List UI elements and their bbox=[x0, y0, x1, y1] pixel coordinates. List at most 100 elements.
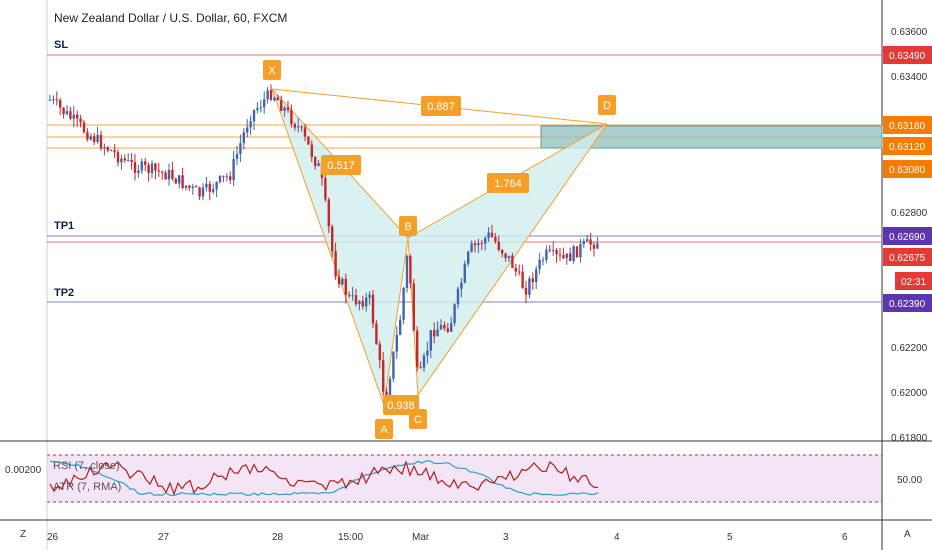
candle-body bbox=[317, 163, 320, 167]
rsi-label: RSI (7, close) bbox=[53, 460, 120, 472]
point-d-text: D bbox=[603, 100, 611, 112]
candle-body bbox=[385, 391, 388, 397]
candle-body bbox=[218, 175, 222, 182]
candle-body bbox=[524, 288, 528, 295]
candle-body bbox=[62, 107, 65, 115]
candle-body bbox=[184, 185, 188, 189]
candle-body bbox=[215, 181, 218, 190]
candle-body bbox=[314, 156, 317, 167]
candle-body bbox=[494, 236, 497, 242]
candle-body bbox=[195, 186, 198, 188]
candle-body bbox=[456, 288, 460, 305]
point-a[interactable]: A bbox=[375, 419, 393, 439]
target-zone[interactable] bbox=[540, 125, 883, 149]
candle-body bbox=[419, 367, 422, 369]
indicator-series bbox=[49, 460, 599, 497]
candle-body bbox=[55, 99, 58, 101]
candle-body bbox=[518, 271, 521, 273]
candle-body bbox=[348, 294, 351, 296]
point-a-text: A bbox=[380, 424, 388, 436]
candle-body bbox=[484, 238, 487, 244]
candle-body bbox=[412, 283, 415, 331]
auto-scale-button[interactable]: A bbox=[904, 529, 911, 540]
candle-body bbox=[59, 100, 62, 108]
ratio-xd-text: 0.887 bbox=[427, 101, 455, 113]
candle-body bbox=[439, 324, 443, 330]
price-tick: 0.62000 bbox=[891, 388, 928, 399]
candle-body bbox=[123, 158, 126, 161]
candle-body bbox=[541, 259, 545, 261]
candle-body bbox=[252, 109, 256, 122]
candle-body bbox=[409, 256, 412, 284]
candle-body bbox=[589, 239, 592, 245]
candle-body bbox=[103, 147, 106, 149]
candle-body bbox=[133, 162, 137, 173]
price-tick: 0.62200 bbox=[891, 343, 928, 354]
candle-body bbox=[555, 250, 558, 255]
candle-body bbox=[86, 132, 89, 140]
price-tag-tp1: 0.62690 bbox=[883, 227, 932, 245]
candle-body bbox=[232, 158, 235, 181]
candle-body bbox=[263, 99, 266, 108]
candle-body bbox=[293, 124, 296, 128]
candle-body bbox=[259, 107, 262, 109]
candle-body bbox=[334, 251, 337, 277]
candle-body bbox=[307, 136, 310, 145]
candle-body bbox=[89, 136, 92, 140]
candle-body bbox=[565, 253, 568, 259]
time-tick: 4 bbox=[614, 532, 620, 543]
ratio-ac: 0.938 bbox=[383, 395, 419, 415]
candle-body bbox=[402, 287, 405, 320]
tp1-label: TP1 bbox=[54, 220, 74, 232]
candle-body bbox=[388, 378, 392, 397]
price-tick: 0.63400 bbox=[891, 72, 928, 83]
candle-body bbox=[490, 232, 494, 237]
price-tag-zone-mid: 0.63120 bbox=[883, 137, 932, 155]
ratio-xb: 0.517 bbox=[321, 155, 361, 175]
candle-body bbox=[354, 295, 358, 305]
chart-title: New Zealand Dollar / U.S. Dollar, 60, FX… bbox=[54, 11, 287, 25]
svg-text:0.62675: 0.62675 bbox=[889, 253, 926, 264]
candle-body bbox=[368, 294, 371, 298]
candle-body bbox=[531, 278, 534, 283]
candle-body bbox=[582, 241, 585, 245]
candle-body bbox=[130, 159, 133, 163]
point-d[interactable]: D bbox=[598, 95, 616, 115]
candle-body bbox=[297, 126, 300, 128]
candle-body bbox=[504, 253, 507, 259]
price-tag-zone-bottom: 0.63080 bbox=[883, 160, 932, 178]
svg-text:0.62690: 0.62690 bbox=[889, 232, 926, 243]
candle-body bbox=[127, 159, 130, 161]
candle-body bbox=[283, 107, 286, 111]
candle-body bbox=[470, 243, 473, 252]
time-tick: 15:00 bbox=[338, 532, 363, 543]
candle-body bbox=[545, 249, 548, 260]
pattern-xab[interactable] bbox=[271, 88, 409, 406]
timezone-button[interactable]: Z bbox=[20, 529, 26, 540]
candle-body bbox=[154, 163, 157, 171]
ratio-xb-text: 0.517 bbox=[327, 160, 355, 172]
candle-body bbox=[110, 150, 113, 152]
svg-text:0.63180: 0.63180 bbox=[889, 121, 926, 132]
svg-text:0.62390: 0.62390 bbox=[889, 299, 926, 310]
price-tick: 0.62800 bbox=[891, 208, 928, 219]
candle-body bbox=[473, 243, 477, 246]
atr-value: 0.00200 bbox=[5, 465, 42, 476]
candle-body bbox=[201, 187, 205, 197]
point-b[interactable]: B bbox=[399, 216, 417, 236]
pattern-bcd[interactable] bbox=[407, 123, 608, 397]
point-c-text: C bbox=[414, 414, 422, 426]
price-tick: 0.63600 bbox=[891, 27, 928, 38]
time-tick: 3 bbox=[503, 532, 509, 543]
candle-body bbox=[222, 175, 225, 177]
candle-body bbox=[507, 255, 511, 259]
point-x[interactable]: X bbox=[263, 60, 281, 80]
candle-body bbox=[337, 276, 341, 285]
time-tick: 6 bbox=[842, 532, 848, 543]
candle-body bbox=[371, 294, 375, 324]
candlestick-series bbox=[48, 84, 599, 399]
candle-body bbox=[433, 330, 436, 337]
candle-body bbox=[552, 250, 555, 252]
time-tick: Mar bbox=[412, 532, 430, 543]
